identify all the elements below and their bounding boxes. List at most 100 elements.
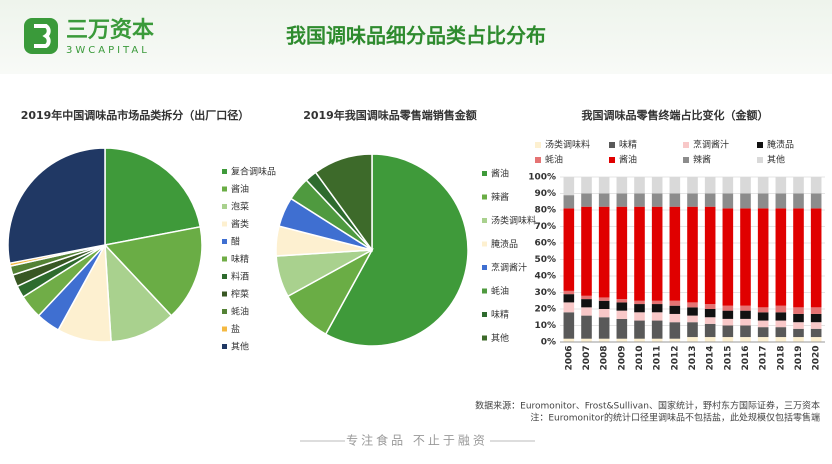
bar-segment — [775, 305, 787, 313]
bar-segment — [616, 338, 628, 342]
bar-segment — [616, 299, 628, 303]
bar-segment — [634, 338, 645, 342]
legend-swatch — [222, 344, 227, 349]
legend-swatch — [609, 157, 615, 163]
bar-segment — [581, 177, 592, 194]
bar-segment — [651, 206, 663, 301]
bar-segment — [616, 193, 628, 207]
bar-segment — [634, 193, 645, 207]
bar-segment — [651, 177, 663, 194]
bar-segment — [563, 338, 575, 342]
y-tick-label: 10% — [534, 321, 556, 331]
legend-label: 味精 — [619, 139, 637, 151]
x-tick-label: 2009 — [617, 345, 627, 370]
bar-segment — [651, 193, 663, 207]
legend-label: 烹调酱汁 — [491, 262, 527, 274]
bar-segment — [687, 302, 698, 308]
bar-segment — [793, 328, 804, 338]
bar-segment — [616, 318, 628, 339]
bar-segment — [722, 325, 734, 338]
legend-swatch — [482, 288, 487, 294]
slide-title: 我国调味品细分品类占比分布 — [286, 24, 546, 48]
bar-segment — [581, 206, 592, 296]
y-tick-label: 0% — [541, 338, 556, 348]
legend-label: 汤类调味料 — [491, 215, 536, 227]
legend-label: 腌渍品 — [767, 139, 794, 151]
bar-segment — [740, 337, 751, 342]
bar-segment — [651, 312, 663, 321]
bar-segment — [704, 193, 716, 207]
x-tick-label: 2019 — [794, 345, 804, 370]
legend-swatch — [482, 312, 487, 317]
x-tick-label: 2018 — [776, 345, 786, 370]
bar-segment — [687, 193, 698, 207]
bar-segment — [634, 304, 645, 313]
legend-swatch — [482, 194, 487, 200]
bar-segment — [775, 193, 787, 209]
bar-segment — [687, 322, 698, 338]
bar-segment — [669, 338, 681, 342]
bar-segment — [793, 177, 804, 194]
bar-segment — [616, 310, 628, 319]
x-tick-label: 2013 — [688, 345, 698, 370]
bar-segment — [793, 313, 804, 323]
legend-label: 其他 — [231, 341, 249, 353]
legend-label: 榨菜 — [231, 288, 249, 300]
bar-segment — [740, 177, 751, 194]
legend-label: 酱类 — [231, 218, 249, 230]
bar-segment — [581, 315, 592, 339]
bar-segment — [563, 312, 575, 339]
legend-label: 蚝油 — [231, 306, 249, 318]
legend-label: 蚝油 — [491, 285, 509, 297]
legend-label: 味精 — [231, 253, 249, 265]
bar-segment — [598, 297, 610, 301]
bar-segment — [740, 208, 751, 306]
chart-title: 2019年我国调味品零售端销售金额 — [303, 108, 477, 122]
bar-segment — [616, 177, 628, 194]
bar-segment — [757, 312, 769, 321]
bar-segment — [669, 313, 681, 323]
bar-segment — [722, 177, 734, 194]
y-tick-label: 80% — [534, 206, 556, 216]
pie-slice — [324, 153, 469, 347]
bar-segment — [722, 305, 734, 311]
y-tick-label: 70% — [534, 222, 556, 232]
bar-segment — [634, 177, 645, 194]
bar-segment — [651, 300, 663, 305]
legend-label: 蚝油 — [545, 154, 563, 166]
bar-segment — [740, 305, 751, 311]
legend-label: 其他 — [491, 332, 509, 344]
legend-label: 酱油 — [231, 183, 249, 195]
bar-segment — [793, 208, 804, 308]
x-tick-label: 2014 — [706, 345, 716, 370]
x-tick-label: 2010 — [635, 345, 645, 370]
bar-segment — [634, 206, 645, 301]
legend-swatch — [535, 142, 541, 148]
source: 数据来源：Euromonitor、Frost&Sullivan、国家统计，野村东… — [475, 400, 820, 412]
bar-segment — [598, 206, 610, 298]
legend-swatch — [482, 241, 487, 247]
logo-mark — [34, 24, 51, 48]
logo-sub: 3WCAPITAL — [66, 45, 150, 56]
pie-slice — [7, 147, 106, 265]
bar-segment — [669, 322, 681, 339]
legend-swatch — [757, 157, 763, 163]
bar-segment — [634, 320, 645, 339]
legend-label: 复合调味品 — [231, 166, 276, 178]
bar-segment — [757, 208, 769, 308]
bar-segment — [669, 206, 681, 301]
y-tick-label: 20% — [534, 305, 556, 315]
bar-segment — [598, 300, 610, 309]
bar-segment — [793, 322, 804, 329]
bar-segment — [722, 193, 734, 209]
note: 注：Euromonitor的统计口径里调味品不包括盐，此处规模仅包括零售端 — [530, 412, 820, 424]
bar-segment — [757, 337, 769, 342]
legend-label: 盐 — [231, 323, 240, 335]
bar-segment — [563, 290, 575, 295]
bar-segment — [616, 206, 628, 300]
bar-segment — [616, 302, 628, 311]
bar-segment — [793, 307, 804, 314]
bar-segment — [581, 307, 592, 316]
bar-segment — [722, 337, 734, 342]
